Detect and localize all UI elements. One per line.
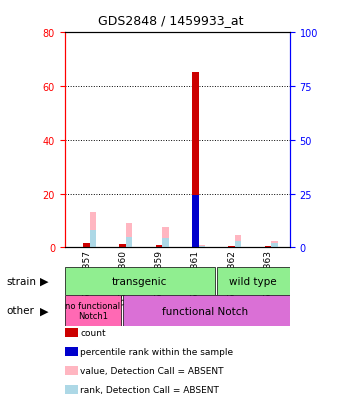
Bar <box>217 267 290 295</box>
Bar <box>126 237 132 248</box>
Text: strain: strain <box>7 276 37 286</box>
Text: ▶: ▶ <box>40 306 49 316</box>
Text: value, Detection Call = ABSENT: value, Detection Call = ABSENT <box>80 366 224 375</box>
Bar <box>192 73 199 248</box>
Bar <box>65 267 215 295</box>
Bar <box>199 247 205 248</box>
Bar <box>235 241 241 248</box>
Bar <box>162 228 169 248</box>
Bar <box>228 247 235 248</box>
Bar <box>65 385 78 394</box>
Bar <box>65 366 78 375</box>
Text: transgenic: transgenic <box>112 276 167 286</box>
Bar <box>199 245 205 248</box>
Text: count: count <box>80 328 106 337</box>
Text: rank, Detection Call = ABSENT: rank, Detection Call = ABSENT <box>80 385 219 394</box>
Bar <box>65 295 121 326</box>
Bar <box>265 247 271 248</box>
Bar <box>90 213 96 248</box>
Text: wild type: wild type <box>228 276 276 286</box>
Bar <box>271 244 278 248</box>
Bar <box>65 347 78 356</box>
Text: no functional
Notch1: no functional Notch1 <box>65 301 120 320</box>
Bar <box>192 195 199 248</box>
Bar <box>235 236 241 248</box>
Text: ▶: ▶ <box>40 276 49 286</box>
Bar <box>156 245 163 248</box>
Text: percentile rank within the sample: percentile rank within the sample <box>80 347 233 356</box>
Bar <box>83 244 90 248</box>
Bar <box>90 230 96 248</box>
Bar <box>162 238 169 248</box>
Bar <box>123 295 290 326</box>
Bar <box>271 241 278 248</box>
Bar <box>119 244 127 248</box>
Bar <box>65 328 78 337</box>
Text: other: other <box>7 306 35 316</box>
Bar <box>126 224 132 248</box>
Text: functional Notch: functional Notch <box>162 306 249 316</box>
Text: GDS2848 / 1459933_at: GDS2848 / 1459933_at <box>98 14 243 27</box>
